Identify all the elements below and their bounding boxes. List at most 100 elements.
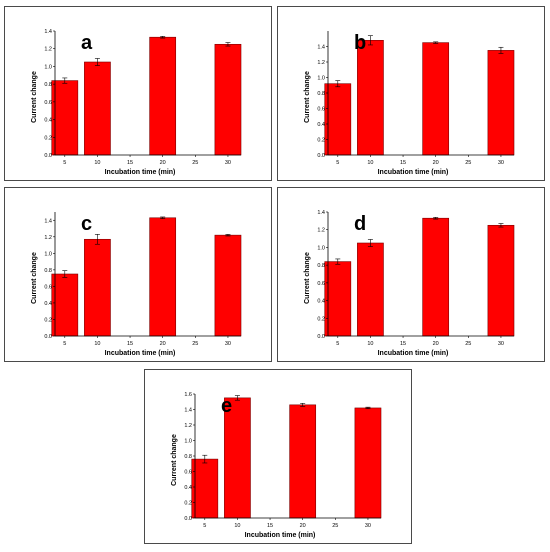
x-tick-label: 25	[192, 341, 198, 347]
chart-panel-e: 0.0 0.2 0.4 0.6 0.8 1.0 1.2 1.4 1.6 5 10 15 20 25 30 In…	[144, 369, 412, 544]
bar	[84, 61, 111, 156]
x-tick-label: 20	[433, 341, 439, 347]
bar-group	[84, 234, 111, 337]
y-tick-label: 1.2	[317, 60, 325, 66]
y-tick-label: 0.6	[317, 281, 325, 287]
y-tick-label: 0.8	[317, 91, 325, 97]
y-tick-label: 1.4	[317, 45, 325, 51]
y-tick-label: 0.4	[317, 299, 325, 305]
x-tick-label: 15	[127, 341, 133, 347]
x-tick-label: 30	[225, 341, 231, 347]
chart-svg: 0.0 0.2 0.4 0.6 0.8 1.0 1.2 1.4 5 10 15 20 25 30 Incub…	[31, 29, 242, 176]
y-tick-label: 0.6	[44, 100, 52, 106]
chart-svg: 0.0 0.2 0.4 0.6 0.8 1.0 1.2 1.4 5 10 15 20 25 30 Incub…	[31, 212, 242, 357]
y-tick-label: 1.4	[317, 210, 325, 216]
x-tick-label: 20	[160, 341, 166, 347]
bar	[487, 50, 515, 156]
bar-group	[354, 406, 382, 519]
y-tick-label: 0.0	[317, 153, 325, 159]
x-tick-label: 10	[367, 160, 373, 166]
x-tick-label: 5	[336, 160, 339, 166]
y-tick-label: 1.4	[184, 408, 192, 414]
y-tick-label: 0.2	[44, 317, 52, 323]
bar-group	[487, 46, 515, 156]
bar	[422, 217, 450, 337]
bar	[289, 404, 317, 519]
bar	[51, 80, 79, 156]
y-axis-label: Current change	[304, 71, 311, 123]
y-tick-label: 1.2	[184, 423, 192, 429]
bar	[357, 242, 384, 337]
x-tick-label: 30	[498, 160, 504, 166]
bar	[487, 224, 515, 337]
bar-group	[214, 234, 242, 337]
chart-svg: 0.0 0.2 0.4 0.6 0.8 1.0 1.2 1.4 5 10 15 20 25 30 Incub…	[304, 31, 515, 176]
chart-panel-d: 0.0 0.2 0.4 0.6 0.8 1.0 1.2 1.4 5 10 15 20 25 30 Incub…	[277, 187, 545, 362]
x-tick-label: 20	[160, 160, 166, 166]
y-tick-label: 1.0	[44, 251, 52, 257]
y-tick-label: 1.4	[44, 29, 52, 35]
bar-group	[422, 41, 450, 156]
y-tick-label: 0.6	[44, 284, 52, 290]
bar	[422, 42, 450, 156]
chart-svg: 0.0 0.2 0.4 0.6 0.8 1.0 1.2 1.4 1.6 5 10 15 20 25 30 In…	[171, 392, 382, 539]
y-tick-label: 0.4	[44, 118, 52, 124]
x-tick-label: 10	[94, 341, 100, 347]
x-tick-label: 5	[203, 523, 206, 529]
bar-group	[487, 223, 515, 337]
y-axis-label: Current change	[31, 71, 38, 123]
bar	[357, 39, 384, 156]
y-tick-label: 1.2	[317, 228, 325, 234]
bar	[149, 36, 177, 156]
y-tick-label: 0.0	[44, 334, 52, 340]
y-tick-label: 1.2	[44, 235, 52, 241]
x-tick-label: 15	[400, 341, 406, 347]
bar-group	[422, 217, 450, 337]
y-tick-label: 0.2	[184, 501, 192, 507]
y-tick-label: 0.2	[317, 316, 325, 322]
x-tick-label: 5	[63, 160, 66, 166]
bar	[51, 273, 79, 337]
y-tick-label: 0.4	[184, 485, 192, 491]
x-tick-label: 20	[433, 160, 439, 166]
bar-group	[149, 36, 177, 156]
chart-svg: 0.0 0.2 0.4 0.6 0.8 1.0 1.2 1.4 5 10 15 20 25 30 Incub…	[304, 210, 515, 357]
x-tick-label: 20	[300, 523, 306, 529]
bar	[324, 83, 352, 156]
x-axis-label: Incubation time (min)	[105, 350, 176, 357]
y-tick-label: 0.4	[317, 122, 325, 128]
x-tick-label: 30	[365, 523, 371, 529]
bar-group	[149, 216, 177, 337]
y-tick-label: 0.4	[44, 301, 52, 307]
chart-panel-b: 0.0 0.2 0.4 0.6 0.8 1.0 1.2 1.4 5 10 15 20 25 30 Incub…	[277, 6, 545, 181]
bar-group	[84, 58, 111, 156]
y-axis-label: Current change	[31, 252, 38, 304]
y-tick-label: 1.4	[44, 218, 52, 224]
x-axis-label: Incubation time (min)	[245, 532, 316, 539]
y-tick-label: 0.6	[317, 107, 325, 113]
panel-label: a	[81, 32, 93, 54]
x-axis-label: Incubation time (min)	[378, 169, 449, 176]
y-tick-label: 0.8	[317, 263, 325, 269]
x-tick-label: 30	[498, 341, 504, 347]
x-tick-label: 30	[225, 160, 231, 166]
panel-label: d	[354, 213, 366, 235]
x-tick-label: 15	[127, 160, 133, 166]
y-tick-label: 1.0	[184, 439, 192, 445]
x-axis-label: Incubation time (min)	[378, 350, 449, 357]
x-tick-label: 10	[234, 523, 240, 529]
bar	[149, 217, 177, 337]
y-axis-label: Current change	[171, 434, 178, 486]
y-tick-label: 0.8	[44, 268, 52, 274]
y-tick-label: 0.6	[184, 470, 192, 476]
y-tick-label: 0.0	[184, 516, 192, 522]
y-tick-label: 0.2	[317, 138, 325, 144]
x-tick-label: 25	[465, 160, 471, 166]
bar-group	[324, 258, 352, 337]
x-tick-label: 5	[63, 341, 66, 347]
bar-group	[214, 42, 242, 156]
x-tick-label: 10	[367, 341, 373, 347]
bar	[191, 458, 219, 519]
x-tick-label: 5	[336, 341, 339, 347]
panel-label: b	[354, 32, 366, 54]
